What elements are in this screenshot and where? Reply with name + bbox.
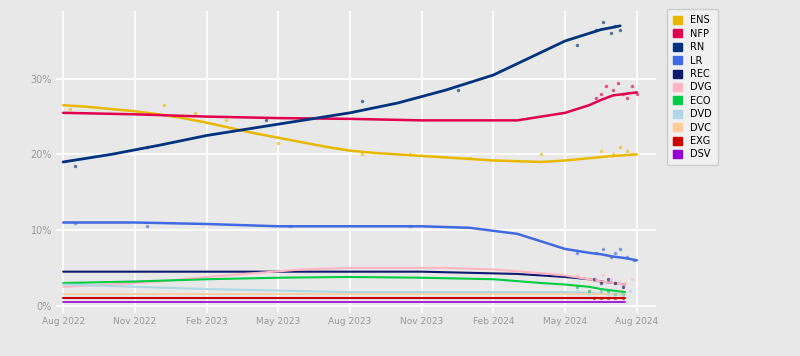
Point <box>64 106 77 112</box>
Point <box>355 152 368 157</box>
Point <box>582 292 595 297</box>
Point <box>618 280 631 286</box>
Point <box>630 91 643 97</box>
Point <box>602 276 614 282</box>
Point <box>594 288 607 293</box>
Point <box>599 83 612 89</box>
Point <box>606 152 619 157</box>
Point <box>594 91 607 97</box>
Point <box>626 83 638 89</box>
Point <box>69 220 82 225</box>
Point <box>403 152 416 157</box>
Point <box>594 288 607 293</box>
Point <box>594 295 607 301</box>
Point <box>614 144 626 150</box>
Point <box>582 276 595 282</box>
Point <box>570 42 583 48</box>
Point <box>597 19 610 25</box>
Point <box>141 144 154 150</box>
Point <box>570 288 583 293</box>
Point <box>602 295 614 301</box>
Point <box>623 288 636 293</box>
Point <box>594 148 607 153</box>
Point <box>621 254 634 260</box>
Point <box>626 276 638 282</box>
Point <box>590 250 602 256</box>
Point <box>587 276 600 282</box>
Point <box>609 23 622 28</box>
Point <box>626 152 638 157</box>
Point <box>570 273 583 278</box>
Point <box>628 257 641 263</box>
Point <box>609 292 622 297</box>
Point <box>609 295 622 301</box>
Point <box>141 224 154 229</box>
Point <box>451 87 464 93</box>
Point <box>594 280 607 286</box>
Point <box>463 155 476 161</box>
Point <box>597 273 610 278</box>
Point <box>570 250 583 256</box>
Point <box>604 276 617 282</box>
Point <box>611 80 624 85</box>
Point <box>604 254 617 260</box>
Point <box>606 87 619 93</box>
Point <box>582 288 595 293</box>
Point <box>157 103 170 108</box>
Point <box>219 117 232 123</box>
Point <box>609 280 622 286</box>
Point <box>587 295 600 301</box>
Point <box>272 140 285 146</box>
Point <box>621 95 634 100</box>
Point <box>355 99 368 104</box>
Point <box>614 246 626 252</box>
Point <box>403 224 416 229</box>
Legend: ENS, NFP, RN, LR, REC, DVG, ECO, DVD, DVC, EXG, DSV: ENS, NFP, RN, LR, REC, DVG, ECO, DVD, DV… <box>667 10 718 165</box>
Point <box>621 148 634 153</box>
Point <box>616 295 629 301</box>
Point <box>616 292 629 297</box>
Point <box>614 27 626 32</box>
Point <box>616 292 629 297</box>
Point <box>602 292 614 297</box>
Point <box>597 246 610 252</box>
Point <box>260 117 273 123</box>
Point <box>590 276 602 282</box>
Point <box>602 288 614 293</box>
Point <box>611 280 624 286</box>
Point <box>609 250 622 256</box>
Point <box>69 163 82 169</box>
Point <box>590 95 602 100</box>
Point <box>590 27 602 32</box>
Point <box>616 91 629 97</box>
Point <box>535 152 548 157</box>
Point <box>616 284 629 290</box>
Point <box>188 110 201 116</box>
Point <box>570 284 583 290</box>
Point <box>284 224 297 229</box>
Point <box>604 31 617 36</box>
Point <box>609 292 622 297</box>
